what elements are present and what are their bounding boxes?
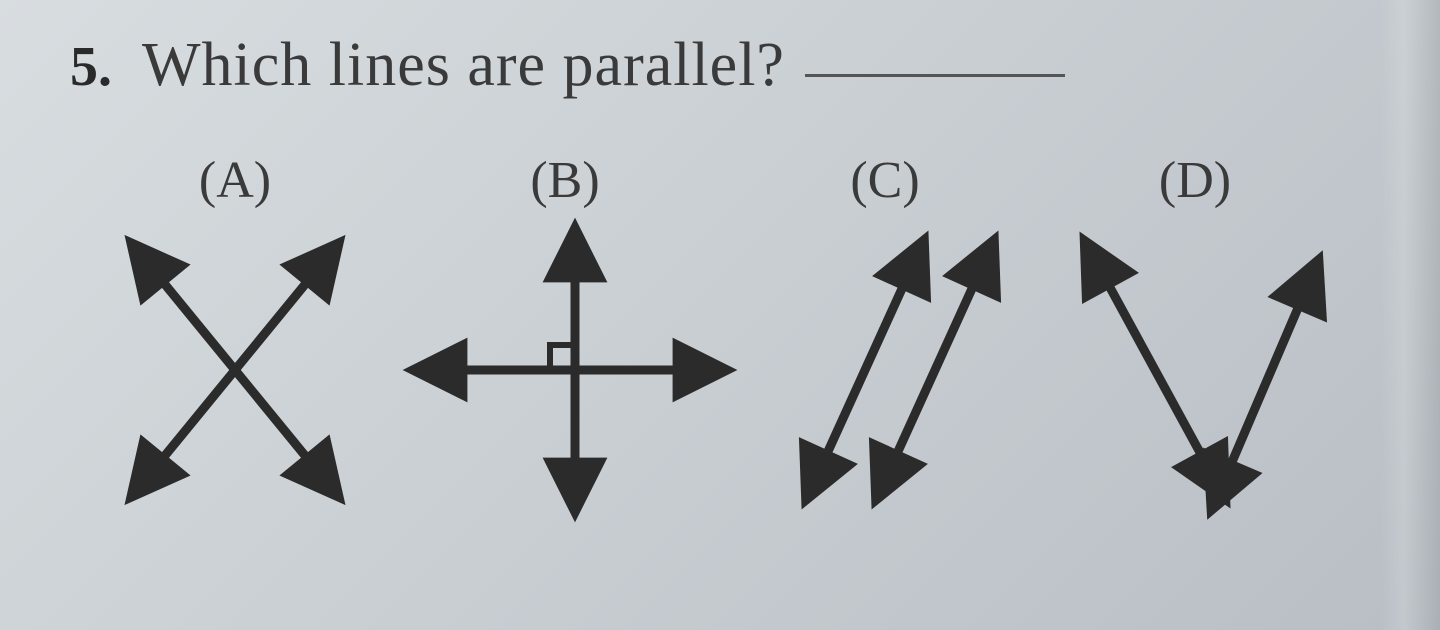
diagram-parallel <box>765 230 1005 510</box>
question-text: Which lines are parallel? <box>142 30 785 101</box>
answer-blank <box>805 74 1065 77</box>
diagram-perpendicular <box>415 230 715 510</box>
option-b-label: (B) <box>530 151 599 210</box>
question-number: 5. <box>70 35 112 99</box>
option-b[interactable]: (B) <box>415 151 715 510</box>
options-row: (A) (B) <box>40 151 1400 510</box>
diagram-intersecting-x <box>105 230 365 510</box>
worksheet-page: 5. Which lines are parallel? (A) (B) <box>0 0 1440 630</box>
diagram-converging-v <box>1055 230 1335 510</box>
option-c[interactable]: (C) <box>765 151 1005 510</box>
option-d[interactable]: (D) <box>1055 151 1335 510</box>
page-edge-shadow <box>1380 0 1440 630</box>
option-d-label: (D) <box>1159 151 1231 210</box>
option-a[interactable]: (A) <box>105 151 365 510</box>
question-row: 5. Which lines are parallel? <box>70 30 1400 101</box>
option-a-label: (A) <box>199 151 271 210</box>
option-c-label: (C) <box>850 151 919 210</box>
